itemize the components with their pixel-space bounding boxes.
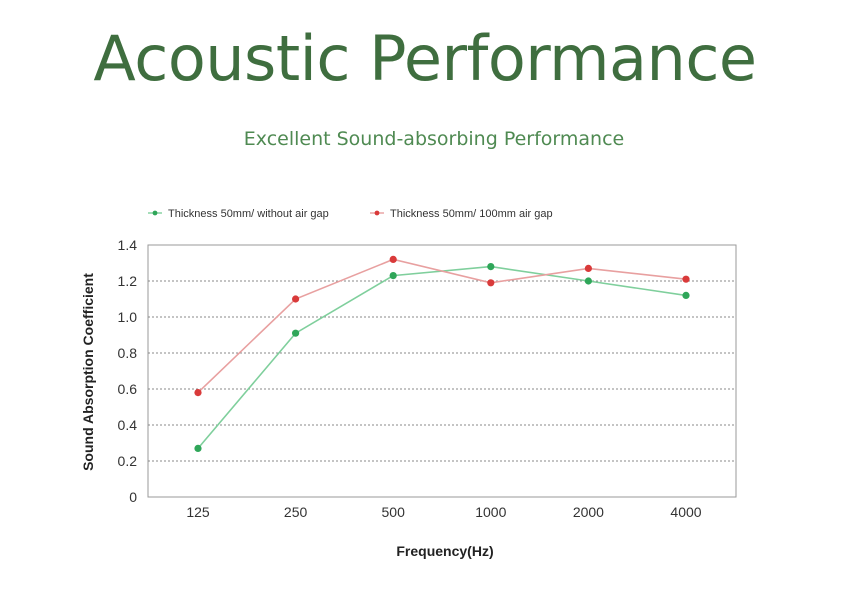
y-tick-label: 0.2: [118, 453, 138, 469]
plot-area: [147, 244, 737, 498]
legend-label: Thickness 50mm/ 100mm air gap: [390, 208, 553, 220]
gridlines: [148, 280, 736, 462]
y-tick-label: 0: [129, 489, 137, 505]
legend-label: Thickness 50mm/ without air gap: [168, 208, 329, 220]
data-point: [292, 329, 300, 337]
x-tick-label: 2000: [573, 504, 604, 520]
data-point: [487, 279, 495, 287]
x-tick-label: 1000: [475, 504, 506, 520]
chart-legend: Thickness 50mm/ without air gap Thickness…: [148, 208, 553, 220]
page-subtitle: Excellent Sound-absorbing Performance: [243, 128, 625, 150]
y-tick-label: 1.2: [118, 273, 138, 289]
y-axis-title: Sound Absorption Coefficient: [80, 273, 96, 471]
y-tick-label: 0.6: [118, 381, 138, 397]
data-point: [389, 272, 397, 280]
x-tick-label: 250: [284, 504, 308, 520]
y-axis-ticks: 0 0.2 0.4 0.6 0.8 1.0 1.2 1.4: [118, 237, 138, 505]
legend-swatch-dot: [152, 210, 158, 216]
data-point: [682, 275, 690, 283]
page-title: Acoustic Performance: [93, 22, 757, 95]
data-point: [584, 264, 593, 272]
data-point: [194, 444, 202, 452]
data-point: [682, 291, 690, 299]
x-axis-title: Frequency(Hz): [396, 543, 493, 559]
x-tick-label: 4000: [670, 504, 701, 520]
series-line: [197, 258, 687, 394]
x-tick-label: 125: [186, 504, 210, 520]
y-tick-label: 0.4: [118, 417, 138, 433]
y-tick-label: 1.4: [118, 237, 138, 253]
x-tick-label: 500: [382, 504, 406, 520]
data-point: [487, 263, 495, 271]
y-tick-label: 1.0: [118, 309, 138, 325]
data-point: [584, 277, 593, 285]
data-point: [389, 255, 397, 263]
chart-series: [194, 255, 690, 452]
data-point: [292, 295, 300, 303]
series-line: [197, 265, 687, 449]
data-point: [194, 389, 202, 397]
x-axis-ticks: 125 250 500 1000 2000 4000: [186, 504, 701, 520]
legend-swatch-dot: [374, 210, 380, 216]
y-tick-label: 0.8: [118, 345, 138, 361]
